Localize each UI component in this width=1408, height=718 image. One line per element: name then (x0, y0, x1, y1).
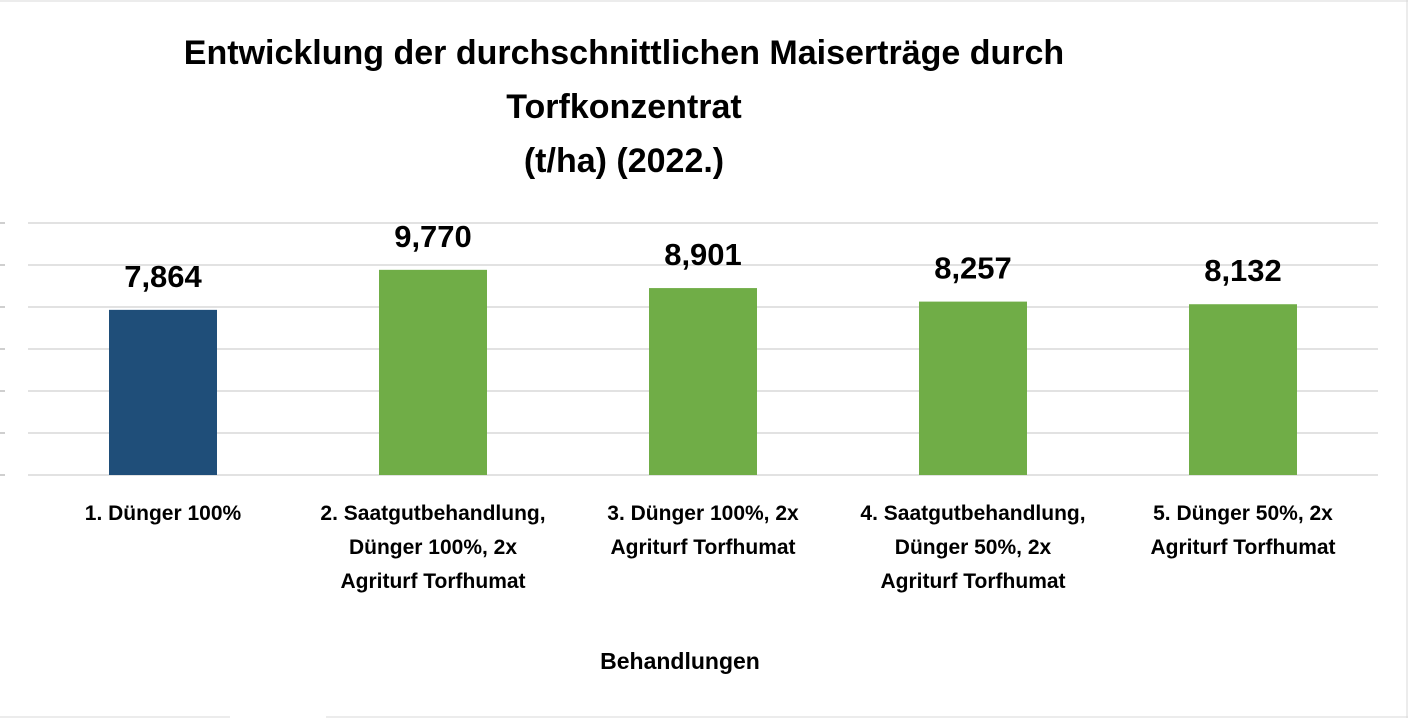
chart-title-line: Entwicklung der durchschnittlichen Maise… (184, 34, 1064, 72)
bar (379, 269, 487, 475)
x-tick-label: Agriturf Torfhumat (880, 570, 1065, 593)
x-axis-title: Behandlungen (600, 648, 760, 674)
chart-title: Entwicklung der durchschnittlichen Maise… (184, 34, 1064, 180)
data-label: 9,770 (394, 219, 472, 254)
x-tick-label: Dünger 100%, 2x (349, 536, 517, 559)
x-tick-label: 3. Dünger 100%, 2x (607, 502, 799, 525)
bar (649, 288, 757, 475)
x-tick-label: 5. Dünger 50%, 2x (1153, 502, 1333, 525)
chart-title-line: Torfkonzentrat (506, 88, 741, 126)
bar (1189, 304, 1297, 475)
x-tick-label: 4. Saatgutbehandlung, (860, 502, 1085, 525)
x-tick-label: Agriturf Torfhumat (1150, 536, 1335, 559)
x-tick-label: Agriturf Torfhumat (340, 570, 525, 593)
value-labels: 7,864 9,770 8,901 8,257 8,132 (124, 219, 1282, 294)
data-label: 8,257 (934, 251, 1012, 286)
bar (109, 309, 217, 475)
bar (919, 301, 1027, 475)
category-labels: 1. Dünger 100% 2. Saatgutbehandlung, Dünge… (85, 502, 1336, 593)
data-label: 8,132 (1204, 253, 1282, 288)
data-label: 8,901 (664, 237, 742, 272)
data-label: 7,864 (124, 259, 202, 294)
chart-title-line: (t/ha) (2022.) (524, 142, 724, 180)
x-tick-label: 2. Saatgutbehandlung, (320, 502, 545, 525)
bars (109, 269, 1297, 475)
x-tick-label: 1. Dünger 100% (85, 502, 242, 525)
x-tick-label: Dünger 50%, 2x (895, 536, 1052, 559)
x-tick-label: Agriturf Torfhumat (610, 536, 795, 559)
